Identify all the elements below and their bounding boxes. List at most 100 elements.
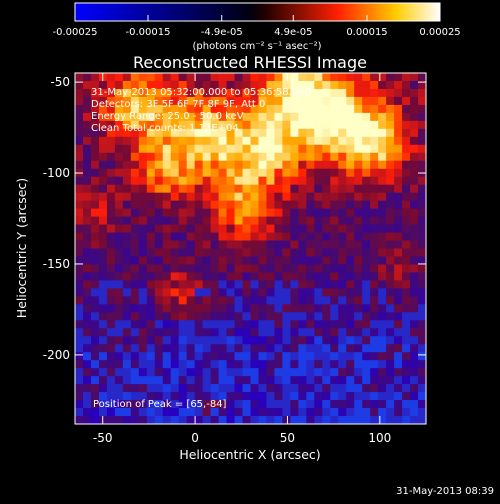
heatmap-pixel bbox=[130, 96, 140, 106]
heatmap-pixel bbox=[170, 168, 180, 178]
heatmap-pixel bbox=[154, 232, 164, 242]
heatmap-pixel bbox=[306, 224, 315, 234]
heatmap-pixel bbox=[418, 224, 426, 234]
heatmap-pixel bbox=[298, 144, 307, 154]
heatmap-pixel bbox=[90, 288, 100, 297]
heatmap-pixel bbox=[330, 112, 339, 122]
heatmap-pixel bbox=[402, 128, 411, 138]
heatmap-pixel bbox=[282, 112, 291, 122]
heatmap-pixel bbox=[386, 344, 395, 353]
heatmap-pixel bbox=[98, 392, 108, 401]
heatmap-pixel bbox=[346, 152, 355, 162]
heatmap-pixel bbox=[258, 248, 268, 258]
heatmap-pixel bbox=[218, 320, 228, 329]
heatmap-pixel bbox=[370, 392, 379, 401]
heatmap-pixel bbox=[290, 376, 299, 385]
heatmap-pixel bbox=[114, 272, 124, 282]
heatmap-pixel bbox=[210, 304, 220, 313]
heatmap-pixel bbox=[154, 200, 164, 210]
heatmap-pixel bbox=[338, 304, 347, 313]
heatmap-pixel bbox=[370, 400, 379, 409]
heatmap-pixel bbox=[370, 144, 379, 154]
heatmap-pixel bbox=[82, 184, 92, 194]
heatmap-pixel bbox=[178, 288, 188, 297]
heatmap-pixel bbox=[186, 232, 196, 242]
heatmap-pixel bbox=[178, 104, 188, 114]
heatmap-pixel bbox=[146, 160, 156, 170]
heatmap-pixel bbox=[202, 73, 212, 82]
heatmap-pixel bbox=[290, 304, 299, 313]
heatmap-pixel bbox=[202, 120, 212, 130]
heatmap-pixel bbox=[114, 408, 124, 417]
heatmap-pixel bbox=[338, 168, 347, 178]
heatmap-pixel bbox=[322, 112, 331, 122]
heatmap-pixel bbox=[306, 184, 315, 194]
heatmap-pixel bbox=[338, 408, 347, 417]
heatmap-pixel bbox=[306, 176, 315, 186]
heatmap-pixel bbox=[154, 224, 164, 234]
heatmap-pixel bbox=[162, 304, 172, 313]
heatmap-pixel bbox=[178, 208, 188, 218]
heatmap-pixel bbox=[146, 272, 156, 282]
heatmap-pixel bbox=[194, 152, 204, 162]
heatmap-pixel bbox=[170, 112, 180, 122]
heatmap-pixel bbox=[282, 416, 291, 424]
heatmap-pixel bbox=[106, 200, 116, 210]
heatmap-pixel bbox=[234, 168, 244, 178]
heatmap-pixel bbox=[210, 272, 220, 282]
heatmap-pixel bbox=[346, 296, 355, 305]
heatmap-pixel bbox=[330, 256, 339, 266]
heatmap-pixel bbox=[418, 272, 426, 282]
heatmap-pixel bbox=[154, 73, 164, 82]
heatmap-pixel bbox=[122, 384, 132, 393]
heatmap-pixel bbox=[274, 96, 284, 106]
heatmap-pixel bbox=[154, 400, 164, 409]
heatmap-pixel bbox=[282, 152, 291, 162]
heatmap-pixel bbox=[162, 224, 172, 234]
heatmap-pixel bbox=[122, 400, 132, 409]
heatmap-pixel bbox=[138, 88, 148, 98]
heatmap-pixel bbox=[274, 80, 284, 90]
heatmap-pixel bbox=[314, 152, 323, 162]
heatmap-pixel bbox=[362, 80, 371, 90]
heatmap-pixel bbox=[370, 112, 379, 122]
heatmap-pixel bbox=[418, 344, 426, 353]
heatmap-pixel bbox=[290, 224, 299, 234]
heatmap-pixel bbox=[234, 176, 244, 186]
heatmap-pixel bbox=[178, 264, 188, 274]
heatmap-pixel bbox=[362, 256, 371, 266]
heatmap-pixel bbox=[338, 112, 347, 122]
heatmap-pixel bbox=[250, 344, 260, 353]
heatmap-pixel bbox=[178, 192, 188, 202]
heatmap-pixel bbox=[130, 176, 140, 186]
heatmap-pixel bbox=[186, 344, 196, 353]
heatmap-pixel bbox=[106, 296, 116, 305]
heatmap-pixel bbox=[82, 384, 92, 393]
heatmap-pixel bbox=[362, 232, 371, 242]
heatmap-pixel bbox=[410, 80, 419, 90]
heatmap-pixel bbox=[138, 272, 148, 282]
heatmap-pixel bbox=[202, 320, 212, 329]
colorbar-tick-label: 0.00015 bbox=[346, 27, 387, 38]
heatmap-pixel bbox=[378, 400, 387, 409]
heatmap-pixel bbox=[362, 152, 371, 162]
heatmap-pixel bbox=[90, 320, 100, 329]
heatmap-pixel bbox=[146, 104, 156, 114]
heatmap-pixel bbox=[138, 96, 148, 106]
heatmap-pixel bbox=[386, 280, 395, 289]
heatmap-pixel bbox=[314, 96, 323, 106]
heatmap-pixel bbox=[394, 344, 403, 353]
heatmap-pixel bbox=[90, 112, 100, 122]
heatmap-pixel bbox=[370, 272, 379, 282]
heatmap-pixel bbox=[170, 304, 180, 313]
heatmap-pixel bbox=[418, 216, 426, 226]
heatmap-pixel bbox=[258, 128, 268, 138]
heatmap-pixel bbox=[170, 408, 180, 417]
heatmap-pixel bbox=[178, 328, 188, 337]
heatmap-pixel bbox=[226, 408, 236, 417]
heatmap-pixel bbox=[162, 264, 172, 274]
heatmap-pixel bbox=[114, 104, 124, 114]
heatmap-pixel bbox=[210, 256, 220, 266]
heatmap-pixel bbox=[274, 200, 284, 210]
heatmap-pixel bbox=[114, 344, 124, 353]
